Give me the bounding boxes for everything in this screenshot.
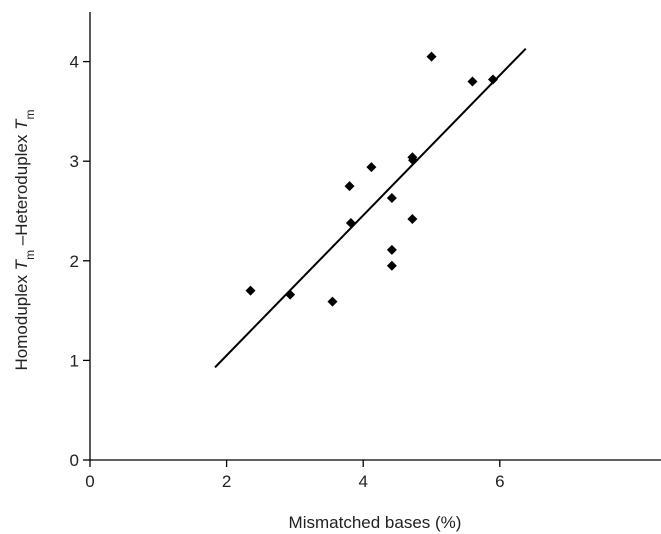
data-point <box>487 74 498 85</box>
data-point <box>285 289 296 300</box>
y-axis-title-part: T <box>12 258 31 270</box>
data-point <box>407 213 418 224</box>
y-axis-ticks: 0 1 2 3 4 <box>70 53 90 470</box>
x-tick-label: 6 <box>495 472 504 491</box>
y-axis-title-part: T <box>12 118 31 130</box>
y-tick-label: 4 <box>70 53 79 72</box>
x-tick-label: 4 <box>358 472 367 491</box>
x-tick-label: 2 <box>222 472 231 491</box>
data-point <box>408 155 419 166</box>
data-point <box>327 296 338 307</box>
regression-line <box>214 47 527 369</box>
data-point <box>386 193 397 204</box>
y-axis-title-part: m <box>23 110 37 120</box>
data-point <box>426 51 437 62</box>
y-axis-title-part: –Heteroduplex <box>12 130 31 250</box>
data-point <box>366 162 377 173</box>
x-axis-ticks: 0 2 4 6 <box>85 460 505 491</box>
x-tick-label: 0 <box>85 472 94 491</box>
data-points <box>245 51 498 307</box>
data-point <box>345 217 356 228</box>
y-tick-label: 2 <box>70 252 79 271</box>
y-tick-label: 0 <box>70 451 79 470</box>
y-axis-title: Homoduplex Tm –Heteroduplex Tm <box>12 110 37 371</box>
data-point <box>386 260 397 271</box>
y-axis-title-part: m <box>23 250 37 260</box>
axes <box>89 12 661 461</box>
data-point <box>386 244 397 255</box>
data-point <box>344 181 355 192</box>
y-axis-title-part: Homoduplex <box>12 270 31 370</box>
data-point <box>245 285 256 296</box>
x-axis-title: Mismatched bases (%) <box>289 513 462 532</box>
y-tick-label: 3 <box>70 152 79 171</box>
y-tick-label: 1 <box>70 351 79 370</box>
data-point <box>467 76 478 87</box>
